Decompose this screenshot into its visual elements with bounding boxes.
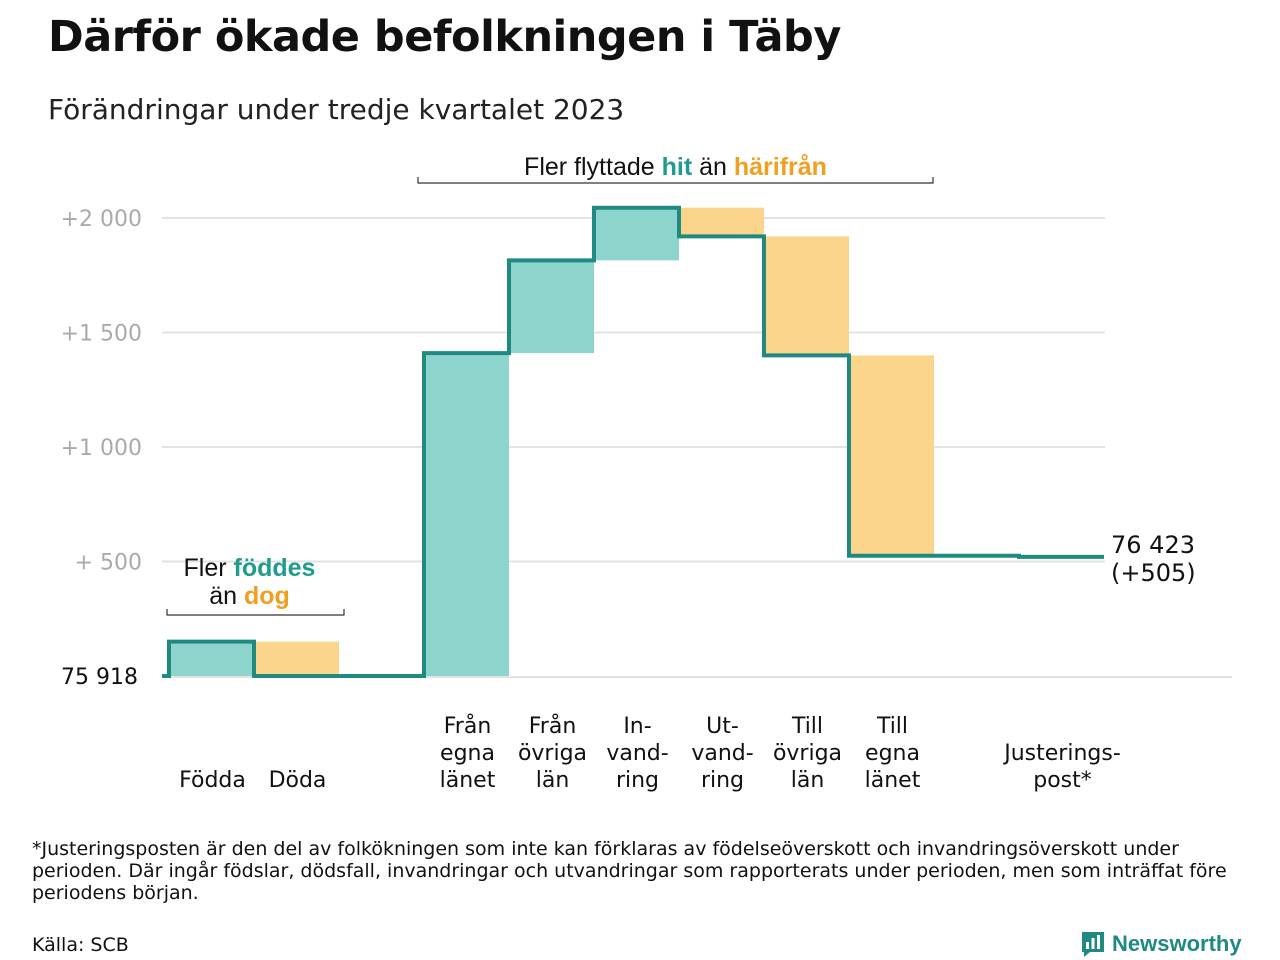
category-label: ring bbox=[616, 768, 659, 793]
category-label: Döda bbox=[269, 768, 327, 793]
bar-8 bbox=[851, 355, 934, 556]
category-label: vand- bbox=[691, 741, 753, 766]
category-label: vand- bbox=[606, 741, 668, 766]
migration-bracket bbox=[417, 177, 934, 184]
category-label: In- bbox=[623, 714, 651, 739]
bar-1 bbox=[256, 641, 339, 676]
end-value-label: 76 423 bbox=[1111, 531, 1195, 559]
category-label: ring bbox=[701, 768, 744, 793]
migration-annotation: Fler flyttade hit än härifrån bbox=[524, 153, 827, 181]
category-label: egna bbox=[440, 741, 495, 766]
y-tick-label: + 500 bbox=[75, 551, 142, 576]
category-label: Till bbox=[876, 714, 908, 739]
annotation-text: Fler bbox=[184, 554, 234, 582]
annotation-highlight-foddes: föddes bbox=[234, 554, 316, 582]
birth-bracket bbox=[166, 609, 345, 616]
category-label: Ut- bbox=[706, 714, 739, 739]
y-tick-label: +1 000 bbox=[61, 436, 142, 461]
y-tick-label: +1 500 bbox=[61, 322, 142, 347]
bar-4 bbox=[511, 260, 594, 354]
brand-name: Newsworthy bbox=[1112, 931, 1242, 956]
waterfall-chart: + 500 +1 000 +1 500 +2 000 75 918 Födda Döda Fr… bbox=[61, 153, 1232, 793]
annotation-highlight-dog: dog bbox=[244, 582, 290, 610]
annotation-text: än bbox=[692, 153, 734, 181]
category-label: länet bbox=[865, 768, 921, 793]
end-change-label: (+505) bbox=[1111, 559, 1196, 587]
birth-annotation-line2: än dog bbox=[209, 582, 290, 610]
source-label: Källa: SCB bbox=[32, 934, 129, 956]
brand-logo: Newsworthy bbox=[1080, 928, 1242, 960]
category-label: län bbox=[791, 768, 825, 793]
category-label: övriga bbox=[518, 741, 587, 766]
chart-title: Därför ökade befolkningen i Täby bbox=[48, 12, 841, 62]
category-label: län bbox=[536, 768, 570, 793]
annotation-highlight-harifran: härifrån bbox=[734, 153, 827, 181]
category-label: övriga bbox=[773, 741, 842, 766]
birth-annotation-line1: Fler föddes bbox=[184, 554, 316, 582]
chart-subtitle: Förändringar under tredje kvartalet 2023 bbox=[48, 93, 625, 126]
category-label: egna bbox=[865, 741, 920, 766]
running-total-line bbox=[162, 205, 1104, 678]
y-tick-label: +2 000 bbox=[61, 207, 142, 232]
category-label: Från bbox=[444, 713, 492, 739]
category-label: Från bbox=[529, 713, 577, 739]
annotation-highlight-hit: hit bbox=[662, 153, 693, 181]
bar-0 bbox=[171, 641, 254, 676]
category-label: Justerings- bbox=[1002, 741, 1121, 766]
newsworthy-logo-icon bbox=[1082, 932, 1104, 957]
annotation-text: än bbox=[209, 582, 244, 610]
start-value-label: 75 918 bbox=[61, 665, 138, 690]
category-label: post* bbox=[1033, 768, 1092, 793]
footnote: *Justeringsposten är den del av folkökni… bbox=[32, 838, 1227, 904]
bar-6 bbox=[681, 207, 764, 237]
category-label: Till bbox=[791, 714, 823, 739]
bar-5 bbox=[596, 207, 679, 261]
annotation-text: Fler flyttade bbox=[524, 153, 662, 181]
category-label: Födda bbox=[179, 768, 246, 793]
bar-7 bbox=[766, 236, 849, 356]
bar-3 bbox=[426, 353, 509, 676]
category-label: länet bbox=[440, 768, 496, 793]
